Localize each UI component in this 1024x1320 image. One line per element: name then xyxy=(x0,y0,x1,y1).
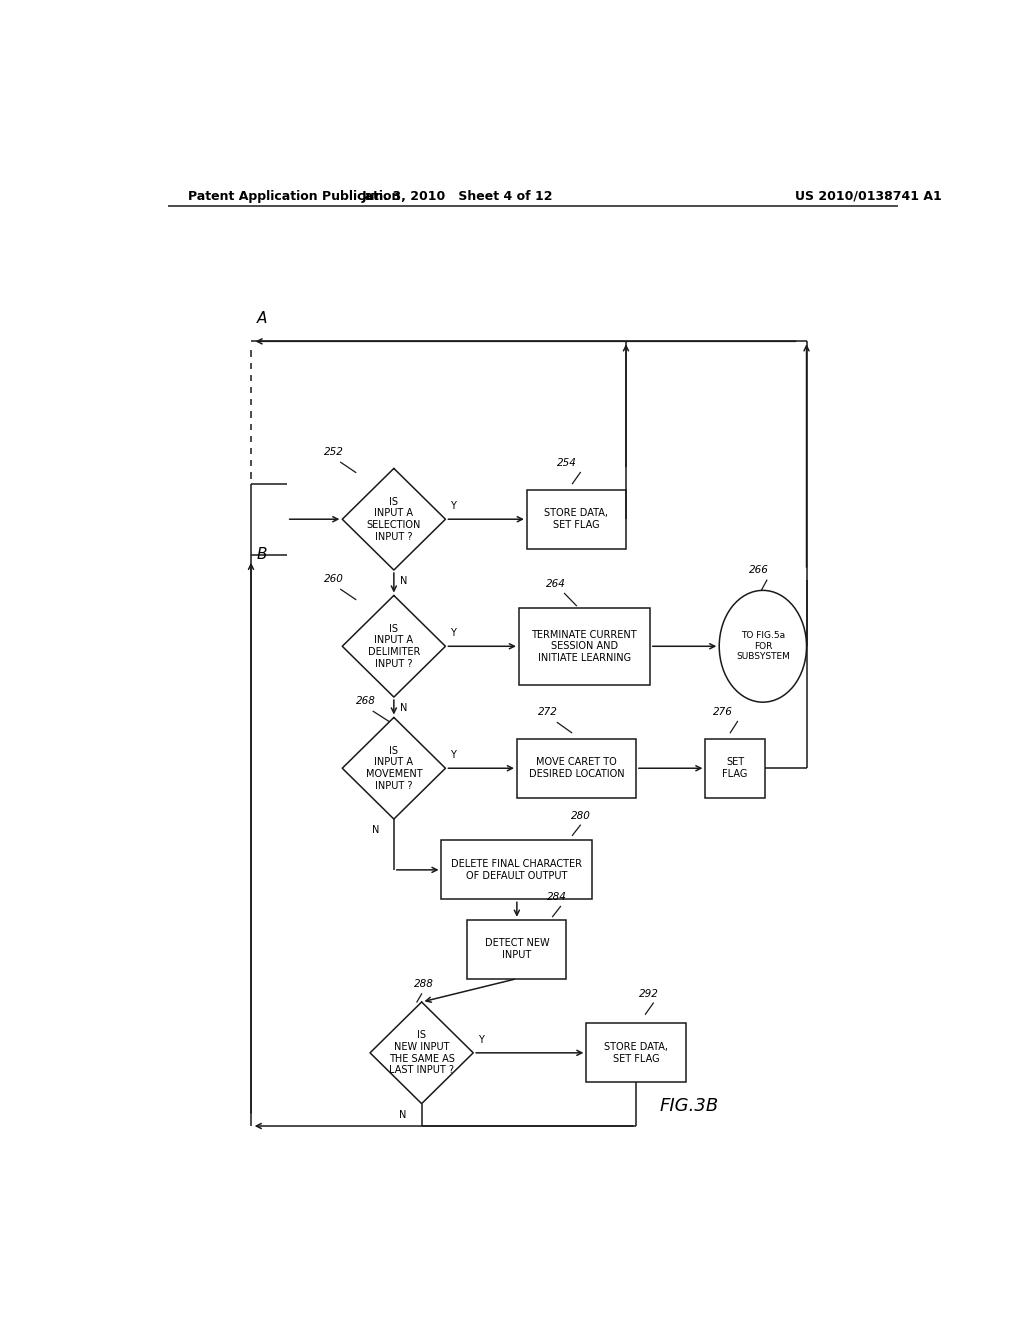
Text: Y: Y xyxy=(451,750,456,760)
Text: B: B xyxy=(257,546,267,562)
Text: IS
INPUT A
DELIMITER
INPUT ?: IS INPUT A DELIMITER INPUT ? xyxy=(368,624,420,669)
Bar xyxy=(519,609,650,685)
Text: MOVE CARET TO
DESIRED LOCATION: MOVE CARET TO DESIRED LOCATION xyxy=(528,758,625,779)
Text: DETECT NEW
INPUT: DETECT NEW INPUT xyxy=(484,939,549,960)
Text: STORE DATA,
SET FLAG: STORE DATA, SET FLAG xyxy=(604,1041,668,1064)
Text: 264: 264 xyxy=(546,579,566,589)
Text: Patent Application Publication: Patent Application Publication xyxy=(187,190,400,202)
Text: 260: 260 xyxy=(324,574,344,585)
Text: 272: 272 xyxy=(539,708,558,717)
Text: Y: Y xyxy=(478,1035,484,1044)
Text: 254: 254 xyxy=(556,458,577,469)
Bar xyxy=(441,841,592,899)
Text: TERMINATE CURRENT
SESSION AND
INITIATE LEARNING: TERMINATE CURRENT SESSION AND INITIATE L… xyxy=(531,630,637,663)
Text: IS
INPUT A
MOVEMENT
INPUT ?: IS INPUT A MOVEMENT INPUT ? xyxy=(366,746,422,791)
Text: N: N xyxy=(400,704,408,713)
Text: N: N xyxy=(399,1110,407,1119)
Text: Y: Y xyxy=(451,502,456,511)
Text: IS
INPUT A
SELECTION
INPUT ?: IS INPUT A SELECTION INPUT ? xyxy=(367,496,421,541)
Text: STORE DATA,
SET FLAG: STORE DATA, SET FLAG xyxy=(545,508,608,531)
Bar xyxy=(706,739,765,797)
Text: 280: 280 xyxy=(570,810,591,821)
Text: N: N xyxy=(400,577,408,586)
Text: DELETE FINAL CHARACTER
OF DEFAULT OUTPUT: DELETE FINAL CHARACTER OF DEFAULT OUTPUT xyxy=(452,859,583,880)
Bar xyxy=(467,920,566,978)
Bar xyxy=(526,490,626,549)
Text: 288: 288 xyxy=(414,978,433,989)
Bar xyxy=(517,739,636,797)
Text: TO FIG.5a
FOR
SUBSYSTEM: TO FIG.5a FOR SUBSYSTEM xyxy=(736,631,790,661)
Text: 266: 266 xyxy=(749,565,768,576)
Text: 276: 276 xyxy=(713,708,733,717)
Bar xyxy=(587,1023,685,1082)
Text: Y: Y xyxy=(451,628,456,638)
Text: SET
FLAG: SET FLAG xyxy=(722,758,748,779)
Text: 268: 268 xyxy=(355,696,376,706)
Text: N: N xyxy=(372,825,379,836)
Text: US 2010/0138741 A1: US 2010/0138741 A1 xyxy=(795,190,941,202)
Text: 292: 292 xyxy=(639,989,659,999)
Text: FIG.3B: FIG.3B xyxy=(659,1097,719,1114)
Text: Jun. 3, 2010   Sheet 4 of 12: Jun. 3, 2010 Sheet 4 of 12 xyxy=(361,190,553,202)
Text: A: A xyxy=(257,312,267,326)
Text: IS
NEW INPUT
THE SAME AS
LAST INPUT ?: IS NEW INPUT THE SAME AS LAST INPUT ? xyxy=(389,1031,455,1076)
Text: 252: 252 xyxy=(324,447,344,457)
Text: 284: 284 xyxy=(547,892,567,903)
